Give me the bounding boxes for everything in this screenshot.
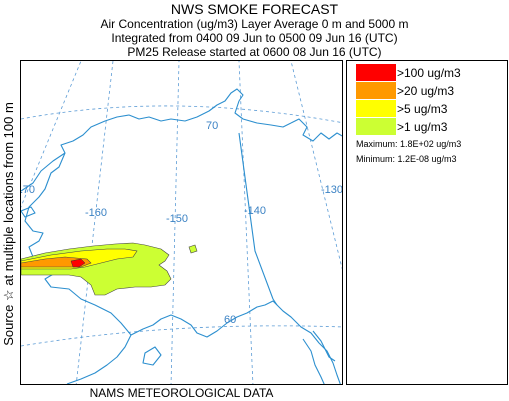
border-alaska-canada	[238, 132, 278, 306]
graticule-label-lon-170: -170	[21, 184, 35, 196]
legend-item-20: >20 ug/m3	[356, 82, 454, 99]
coastline-north-alaska	[21, 88, 292, 192]
legend-swatch-100	[356, 64, 396, 81]
legend-maximum: Maximum: 1.8E+02 ug/m3	[356, 139, 462, 149]
graticule-lon-170	[21, 61, 82, 208]
map-subtitle-release: PM25 Release started at 0600 08 Jun 16 (…	[127, 45, 382, 59]
graticule-lat-60	[21, 325, 342, 347]
coastline-panhandle-islands	[302, 330, 336, 384]
map-subtitle-concentration: Air Concentration (ug/m3) Layer Average …	[100, 17, 409, 31]
source-label-container: Source ☆ at multiple locations from 100 …	[1, 102, 16, 346]
graticule-lon-140	[238, 61, 254, 384]
legend-label-20: >20 ug/m3	[397, 83, 455, 98]
map-title: NWS SMOKE FORECAST	[170, 1, 339, 17]
graticule-label-lat-70: 70	[206, 120, 218, 132]
map-subtitle-integration: Integrated from 0400 09 Jun to 0500 09 J…	[111, 31, 398, 45]
graticule-lat-70	[21, 105, 342, 124]
legend-label-100: >100 ug/m3	[397, 65, 461, 80]
graticule-label-lon-130: -130	[321, 184, 343, 196]
legend-label-1: >1 ug/m3	[397, 119, 448, 134]
map-canvas[interactable]: -170 -160 -150 -140 -130 70 60	[21, 61, 343, 385]
legend-swatch-1	[356, 118, 396, 135]
graticule-label-lon-150: -150	[166, 213, 188, 225]
legend-swatch-20	[356, 82, 396, 99]
coastline-gulf-of-alaska	[130, 300, 341, 384]
graticule-lon-160	[75, 61, 114, 384]
coastline-canada	[290, 118, 342, 142]
graticule-label-lat-60: 60	[224, 314, 236, 326]
coastline-kodiak	[142, 346, 162, 366]
legend-swatch-5	[356, 100, 396, 117]
legend-minimum: Minimum: 1.2E-08 ug/m3	[356, 154, 457, 164]
legend-panel: >100 ug/m3 >20 ug/m3 >5 ug/m3 >1 ug/m3 M…	[346, 60, 508, 385]
graticule-lon-150	[170, 61, 180, 384]
plume-level-100	[70, 258, 86, 268]
source-label: Source ☆ at multiple locations from 100 …	[1, 102, 16, 346]
legend-item-100: >100 ug/m3	[356, 64, 461, 81]
legend-item-1: >1 ug/m3	[356, 118, 447, 135]
legend-label-5: >5 ug/m3	[397, 101, 448, 116]
graticule-label-lon-160: -160	[85, 207, 107, 219]
graticule-label-lon-140: -140	[244, 205, 266, 217]
map-panel[interactable]: -170 -160 -150 -140 -130 70 60	[20, 60, 343, 385]
legend-item-5: >5 ug/m3	[356, 100, 447, 117]
coastline-st-lawrence-island	[21, 206, 36, 218]
plume-level-1-fragment	[188, 244, 198, 254]
map-footer: NAMS METEOROLOGICAL DATA	[89, 386, 274, 400]
graticule-lon-130	[290, 61, 342, 270]
